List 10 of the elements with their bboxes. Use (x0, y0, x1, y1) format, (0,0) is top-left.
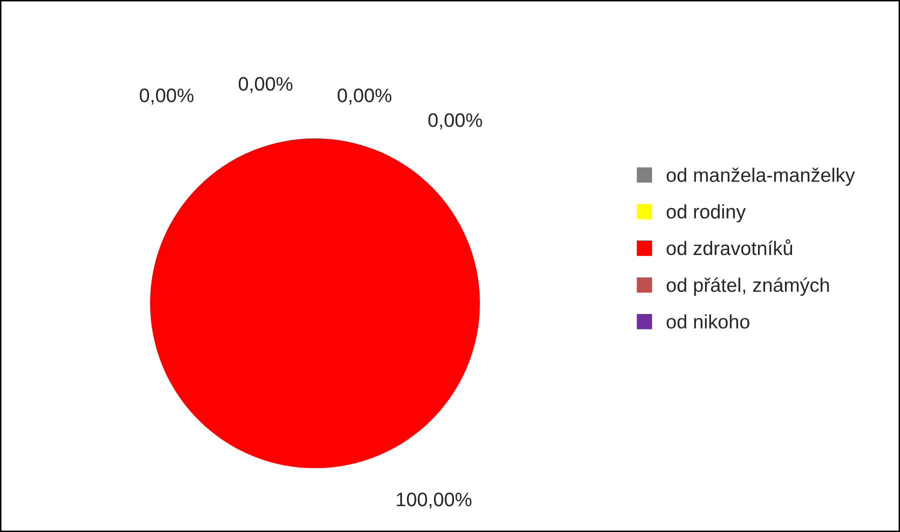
text: 0,00% (238, 76, 292, 94)
legend-label: od rodiny (666, 204, 746, 222)
legend-label: od nikoho (666, 314, 750, 329)
text: 0,00% (140, 88, 194, 105)
legend-label: od přátel, známých (666, 277, 829, 296)
text: 0,00% (338, 88, 392, 105)
data-label: 100,00% (396, 492, 472, 509)
legend-label: od manžela-manželky (666, 168, 855, 186)
legend-label: od zdravotníků (666, 239, 792, 256)
text: 0,00% (428, 113, 482, 130)
